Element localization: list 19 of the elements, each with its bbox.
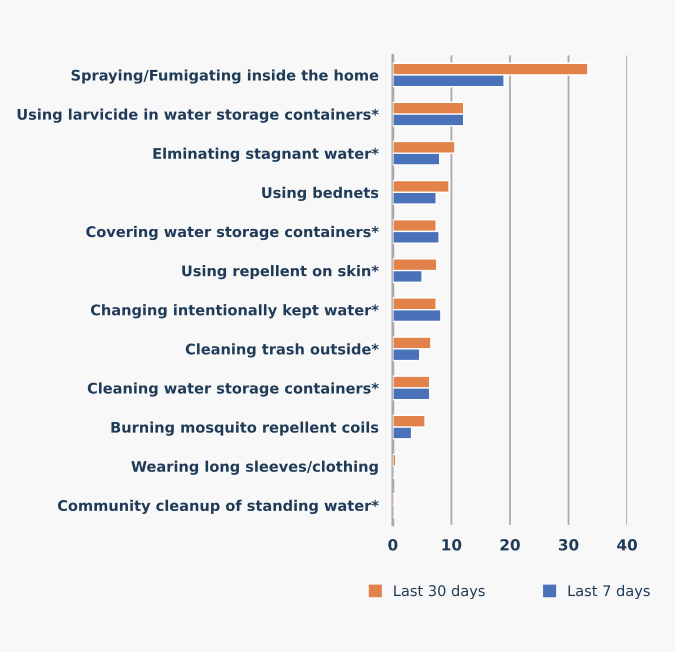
x-tick-label: 30 <box>558 539 578 551</box>
y-tick-label: Cleaning water storage containers* <box>88 382 379 397</box>
x-tick-label: 10 <box>442 539 462 551</box>
x-tick-label: 20 <box>500 539 520 551</box>
y-tick-label: Using repellent on skin* <box>182 265 379 280</box>
x-tick-label: 40 <box>617 539 637 551</box>
y-tick-label: Using bednets <box>262 186 378 202</box>
y-tick-label: Spraying/Fumigating inside the home <box>72 69 378 84</box>
x-tick-label: 0 <box>388 539 398 551</box>
y-tick-label: Elminating stagnant water* <box>153 148 379 162</box>
legend-label: Last 7 days <box>568 584 650 600</box>
y-tick-label: Burning mosquito repellent coils <box>111 422 378 436</box>
y-tick-label: Covering water storage containers* <box>86 226 379 240</box>
legend-label: Last 30 days <box>394 584 485 600</box>
y-tick-label: Changing intentionally kept water* <box>90 304 379 318</box>
y-tick-label: Using larvicide in water storage containers* <box>18 108 379 123</box>
y-tick-label: Community cleanup of standing water* <box>58 500 379 514</box>
y-tick-label: Cleaning trash outside* <box>186 343 379 358</box>
y-tick-label: Wearing long sleeves/clothing <box>131 460 378 475</box>
